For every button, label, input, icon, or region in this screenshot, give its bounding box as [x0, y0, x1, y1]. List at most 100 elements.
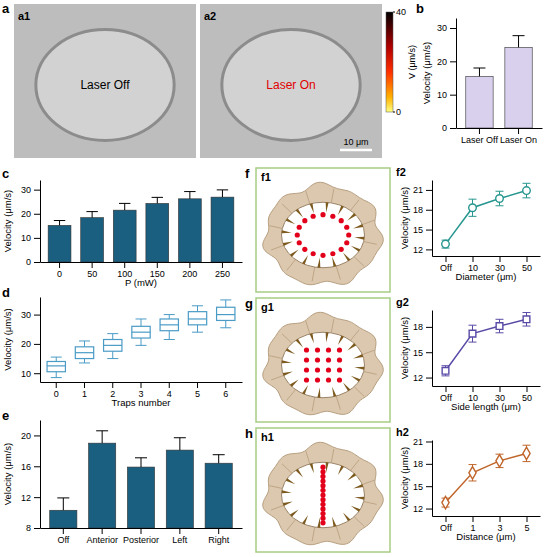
tick-label: 20 — [21, 339, 31, 349]
cell-groove — [362, 220, 375, 225]
chart: 0102030050100150200250Velocity (μm/s)P (… — [2, 181, 243, 289]
cell-groove — [306, 320, 310, 334]
axis-line — [433, 256, 541, 257]
tick-label: Anterior — [86, 535, 118, 545]
whisker-high — [135, 319, 146, 326]
tick: 30 — [21, 310, 40, 320]
panel-label: g1 — [261, 301, 274, 313]
tick-mark — [426, 509, 432, 510]
optical-trap — [337, 347, 342, 352]
tick: 0 — [442, 123, 456, 133]
tick-mark — [197, 382, 198, 388]
panel-label: b — [416, 1, 424, 16]
tick-label: 21 — [413, 437, 423, 447]
tick-label: 12 — [413, 245, 423, 255]
optical-trap — [315, 377, 320, 382]
optical-trap — [330, 251, 335, 256]
axis: 12151821 — [413, 437, 433, 517]
tick-label: 50 — [522, 263, 532, 273]
plot-area — [442, 313, 531, 376]
tick-mark — [34, 190, 40, 191]
whisker-high — [220, 300, 231, 307]
tick: 21 — [413, 185, 432, 195]
tick-mark — [479, 128, 480, 134]
box — [104, 340, 122, 352]
cell-groove — [312, 397, 315, 411]
cilium — [290, 379, 299, 386]
optical-trap — [320, 478, 325, 483]
cilium — [282, 360, 292, 363]
error-bar — [54, 221, 65, 226]
cilium — [290, 509, 299, 516]
marker — [523, 187, 531, 195]
axis: Laser OffLaser On — [457, 128, 543, 145]
tick-mark — [527, 516, 528, 522]
bar — [505, 47, 532, 128]
cell-groove — [336, 526, 340, 540]
cilium — [354, 237, 364, 240]
cilium — [347, 343, 356, 350]
marker — [469, 204, 477, 212]
optical-trap — [304, 367, 309, 372]
panel-label: d — [2, 285, 10, 300]
error-bar — [496, 319, 504, 333]
tick-label: 250 — [215, 269, 230, 279]
whisker-low — [107, 351, 118, 358]
optical-trap — [320, 474, 325, 479]
tick-mark — [450, 61, 456, 62]
image-label: Laser Off — [80, 78, 130, 92]
axis: 12151821 — [413, 181, 433, 257]
tick-mark — [450, 128, 456, 129]
cell-groove — [269, 356, 282, 359]
cell-groove — [269, 226, 282, 229]
optical-trap — [320, 511, 325, 516]
whisker-low — [135, 338, 146, 345]
panel-label: f2 — [396, 166, 406, 178]
whisker-low — [164, 331, 175, 340]
cell-groove — [362, 480, 375, 485]
panel-label: f1 — [261, 171, 271, 183]
tick-mark — [225, 382, 226, 388]
tick-mark — [426, 230, 432, 231]
box — [160, 319, 178, 331]
tick-mark — [189, 262, 190, 268]
axis-title: Side length (μm) — [451, 401, 521, 412]
whisker-low — [220, 320, 231, 327]
optical-trap — [337, 357, 342, 362]
cell-groove — [354, 517, 364, 527]
optical-trap — [320, 253, 325, 258]
error-bar — [119, 203, 130, 210]
tick-mark — [34, 466, 40, 467]
tick-mark — [124, 262, 125, 268]
whisker-high — [51, 357, 62, 361]
axis-line — [40, 181, 41, 263]
tick-mark — [500, 256, 501, 262]
panel-label: a1 — [18, 10, 30, 22]
axis-title: Velocity (μm/s) — [2, 190, 13, 252]
tick: 20 — [437, 57, 456, 67]
tick-mark — [446, 516, 447, 522]
axis-title: Velocity (μm/s) — [2, 443, 13, 505]
tick: 5 — [195, 382, 200, 399]
tick-label: 5 — [524, 523, 529, 533]
chart: 12151821Off103050Velocity (μm/s)Diameter… — [399, 181, 541, 283]
error-bar — [184, 192, 195, 199]
optical-trap — [320, 516, 325, 521]
axis: OffAnteriorPosteriorLeftRight — [41, 528, 243, 545]
image-background — [14, 4, 196, 158]
axis-line — [432, 441, 433, 517]
tick: 15 — [413, 482, 432, 492]
bar — [205, 463, 232, 528]
cell-groove — [350, 200, 359, 211]
bar — [211, 197, 234, 262]
colorbar-title: V (μm/s) — [407, 45, 417, 79]
optical-trap — [337, 377, 342, 382]
tick-label: 0 — [54, 389, 59, 399]
cell-diagram — [256, 298, 390, 422]
tick: 30 — [21, 185, 40, 195]
tick: 30 — [437, 23, 456, 33]
micrograph: Laser Off — [14, 4, 196, 158]
background — [0, 0, 546, 557]
tick: 250 — [215, 262, 230, 279]
axis: 102030 — [21, 298, 41, 383]
